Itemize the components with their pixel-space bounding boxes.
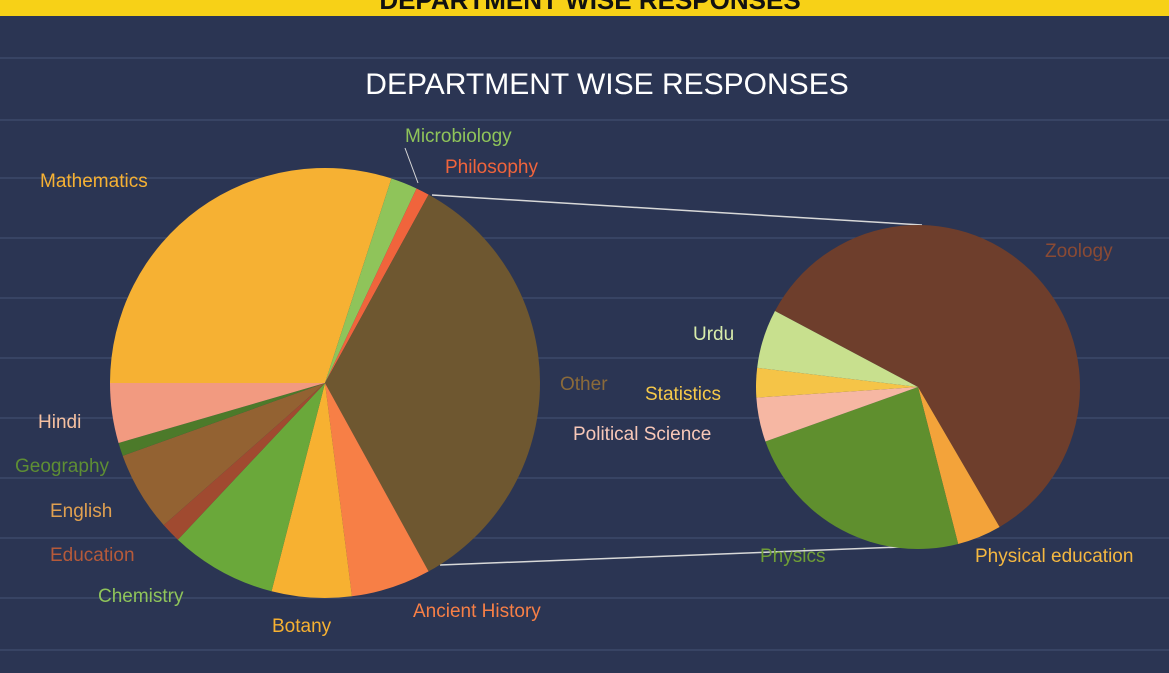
pie-slice [918,387,1000,544]
pie-slice [765,387,959,549]
slice-label: Botany [272,616,332,637]
slice-label: Mathematics [40,171,148,192]
slice-label: Other [560,374,608,395]
slice-label: Hindi [38,412,81,433]
chart-title: DEPARTMENT WISE RESPONSES [365,68,848,101]
pie-slice [756,387,918,442]
pie-slice [163,383,325,540]
pie-slice [271,383,352,598]
pie-slice [110,383,325,443]
leader-line [404,147,419,184]
slice-label: Zoology [1045,241,1113,262]
slice-label: Urdu [693,324,734,345]
pie-slice [325,383,429,597]
connector-line [431,194,923,226]
slice-label: English [50,501,112,522]
pie-slice [177,383,325,592]
slice-label: Physical education [975,546,1133,567]
slice-label: Statistics [645,384,721,405]
pie-slice [325,178,417,383]
slice-label: Physics [760,546,825,567]
pie-slice [774,225,1080,527]
slice-label: Ancient History [413,601,541,622]
pie-slice [757,310,918,387]
slice-label: Microbiology [405,126,512,147]
slice-label: Philosophy [445,157,538,178]
pie-slice [756,367,918,398]
pie-slice [325,194,540,572]
connector-line [439,545,927,566]
slice-label: Chemistry [98,586,184,607]
slice-label: Political Science [573,424,711,445]
pie-slice [122,383,325,526]
banner-bar [0,0,1169,16]
pie-slice [325,188,429,383]
banner-title: DEPARTMENT WISE RESPONSES [379,0,800,15]
slice-label: Education [50,545,135,566]
pie-slice [110,167,392,383]
slice-label: Geography [15,456,110,477]
pie-slice [118,383,325,456]
